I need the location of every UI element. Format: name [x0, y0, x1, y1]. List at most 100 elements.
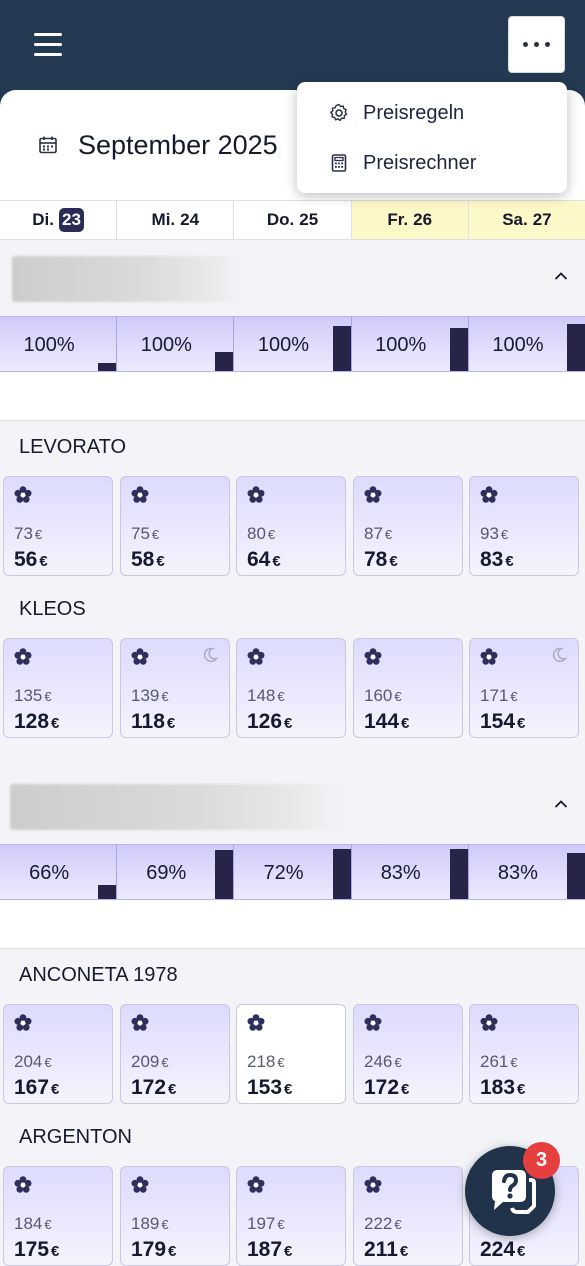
- original-price: 160 €: [364, 686, 402, 706]
- redacted-property-name: [10, 784, 346, 830]
- original-price-value: 189: [131, 1214, 160, 1233]
- flower-icon: [479, 647, 499, 672]
- original-price-value: 197: [247, 1214, 276, 1233]
- flower-icon: [130, 1175, 150, 1200]
- day-label: Di.: [32, 210, 54, 229]
- day-header-4[interactable]: Sa. 27: [468, 201, 585, 239]
- price-tile[interactable]: 222 €211 €: [353, 1166, 463, 1266]
- gear-icon: [330, 103, 348, 122]
- occupancy-cell: 83%: [468, 845, 585, 899]
- original-price-value: 75: [131, 524, 150, 543]
- price-tile[interactable]: 171 €154 €: [469, 638, 579, 738]
- original-price-value: 139: [131, 686, 160, 705]
- day-header-1[interactable]: Mi. 24: [117, 201, 235, 239]
- occupancy-cell: 83%: [351, 845, 469, 899]
- price-tile[interactable]: 73 €56 €: [3, 476, 113, 576]
- month-title[interactable]: September 2025: [78, 130, 278, 160]
- suggested-price-value: 78: [364, 548, 388, 571]
- occupancy-percent: 100%: [140, 334, 192, 356]
- chevron-up-icon[interactable]: [553, 268, 569, 289]
- day-header-2[interactable]: Do. 25: [234, 201, 352, 239]
- occupancy-cell: 69%: [117, 845, 235, 899]
- property-group-0: 100% 100% 100% 100% 100% LEVORATO 73 €56 €75 €58 €…: [0, 240, 585, 768]
- flower-icon: [363, 1013, 383, 1038]
- options-dropdown: Preisregeln Preisrechner: [297, 82, 567, 193]
- currency-symbol: €: [272, 553, 281, 570]
- currency-symbol: €: [401, 1081, 410, 1098]
- price-tile[interactable]: 204 €167 €: [3, 1004, 113, 1104]
- chevron-up-icon[interactable]: [553, 796, 569, 817]
- price-tile[interactable]: 139 €118 €: [120, 638, 230, 738]
- price-tile[interactable]: 148 €126 €: [236, 638, 346, 738]
- suggested-price-value: 83: [480, 548, 504, 571]
- menu-item-preisregeln[interactable]: Preisregeln: [329, 98, 464, 128]
- original-price: 135 €: [14, 686, 52, 706]
- suggested-price: 183 €: [480, 1076, 525, 1100]
- currency-symbol: €: [161, 1217, 169, 1232]
- currency-symbol: €: [510, 1055, 518, 1070]
- occupancy-bar: [215, 352, 234, 371]
- day-number: 25: [299, 210, 319, 229]
- calendar-icon[interactable]: [38, 135, 58, 155]
- occupancy-bar: [98, 885, 117, 899]
- flower-icon: [363, 1175, 383, 1200]
- room-type-label: LEVORATO: [19, 436, 127, 458]
- currency-symbol: €: [156, 553, 165, 570]
- original-price: 75 €: [131, 524, 159, 544]
- price-tile[interactable]: 189 €179 €: [120, 1166, 230, 1266]
- original-price-value: 222: [364, 1214, 393, 1233]
- redacted-property-name: [12, 256, 244, 302]
- moon-icon: [201, 646, 219, 669]
- suggested-price-value: 172: [364, 1076, 400, 1099]
- occupancy-bar: [567, 853, 585, 899]
- occupancy-cell: 100%: [351, 317, 469, 371]
- occupancy-bar: [567, 324, 585, 371]
- price-tile[interactable]: 160 €144 €: [353, 638, 463, 738]
- original-price-value: 246: [364, 1052, 393, 1071]
- day-label: Mi.: [151, 210, 176, 229]
- original-price: 246 €: [364, 1052, 402, 1072]
- price-tile[interactable]: 80 €64 €: [236, 476, 346, 576]
- day-header-0[interactable]: Di. 23: [0, 201, 118, 239]
- suggested-price: 128 €: [14, 710, 59, 734]
- currency-symbol: €: [51, 715, 60, 732]
- original-price: 209 €: [131, 1052, 169, 1072]
- original-price-value: 73: [14, 524, 33, 543]
- original-price: 148 €: [247, 686, 285, 706]
- price-tile[interactable]: 75 €58 €: [120, 476, 230, 576]
- price-tile[interactable]: 197 €187 €: [236, 1166, 346, 1266]
- original-price-value: 218: [247, 1052, 276, 1071]
- price-tile-row: 204 €167 €209 €172 €218 €153 €246 €172 €261 €183 €: [3, 1004, 585, 1106]
- suggested-price: 167 €: [14, 1076, 59, 1100]
- occupancy-bar: [215, 850, 234, 899]
- price-tile[interactable]: 209 € 172 €: [120, 1004, 230, 1104]
- currency-symbol: €: [44, 1217, 52, 1232]
- price-tile[interactable]: 246 € 172 €: [353, 1004, 463, 1104]
- currency-symbol: €: [384, 527, 393, 542]
- hamburger-menu-icon[interactable]: [34, 33, 62, 57]
- price-tile[interactable]: 218 €153 €: [236, 1004, 346, 1104]
- occupancy-row: 66% 69% 72% 83% 83%: [0, 844, 585, 900]
- price-tile[interactable]: 184 €175 €: [3, 1166, 113, 1266]
- more-options-button[interactable]: [508, 16, 565, 73]
- flower-icon: [479, 485, 499, 510]
- occupancy-cell: 100%: [117, 317, 235, 371]
- currency-symbol: €: [267, 527, 276, 542]
- menu-item-preisrechner[interactable]: Preisrechner: [329, 148, 476, 178]
- day-header-3[interactable]: Fr. 26: [351, 201, 469, 239]
- suggested-price-value: 64: [247, 548, 271, 571]
- price-tile[interactable]: 135 € 128 €: [3, 638, 113, 738]
- suggested-price: 187 €: [247, 1238, 292, 1262]
- currency-symbol: €: [394, 689, 402, 704]
- price-tile[interactable]: 93 €83 €: [469, 476, 579, 576]
- suggested-price-value: 153: [247, 1076, 283, 1099]
- suggested-price: 172 €: [131, 1076, 176, 1100]
- flower-icon: [246, 647, 266, 672]
- currency-symbol: €: [389, 553, 398, 570]
- occupancy-row: 100% 100% 100% 100% 100%: [0, 316, 585, 372]
- currency-symbol: €: [284, 1081, 293, 1098]
- price-tile[interactable]: 261 €183 €: [469, 1004, 579, 1104]
- price-tile[interactable]: 87 €78 €: [353, 476, 463, 576]
- property-group-header[interactable]: [0, 240, 585, 316]
- property-group-header[interactable]: [0, 768, 585, 844]
